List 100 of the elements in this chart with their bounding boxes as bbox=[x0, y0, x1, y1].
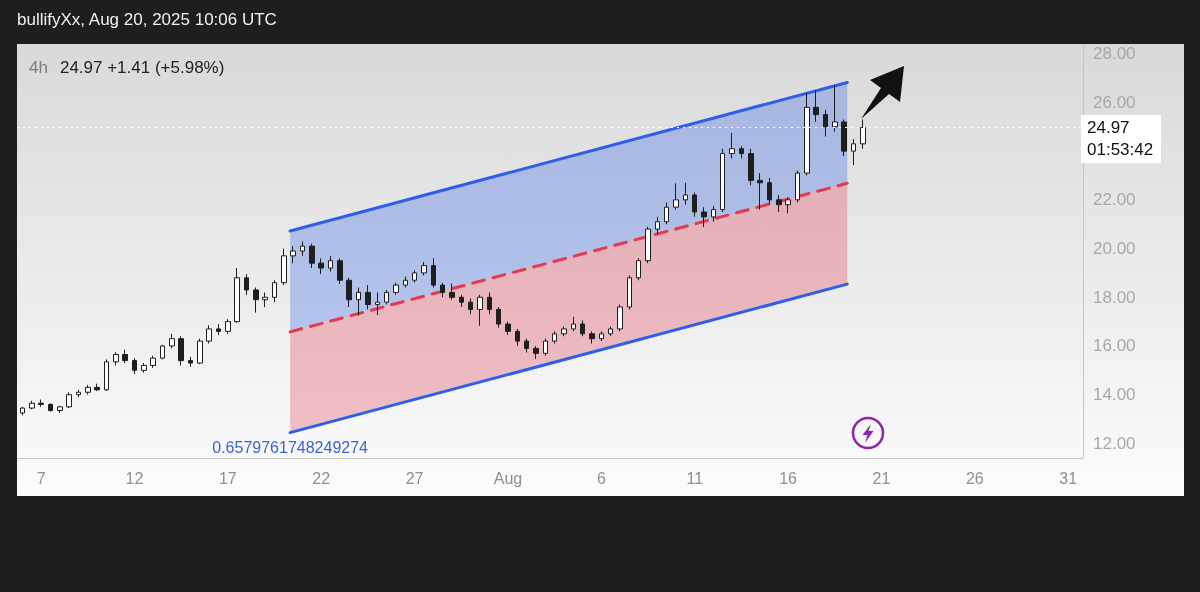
candlestick bbox=[823, 109, 828, 138]
x-tick-label: 22 bbox=[312, 469, 331, 487]
candlestick bbox=[160, 344, 165, 360]
candlestick bbox=[729, 132, 735, 159]
candlestick bbox=[477, 294, 483, 327]
candlestick bbox=[692, 192, 697, 218]
candlestick bbox=[608, 325, 613, 337]
candlestick bbox=[197, 338, 203, 365]
candlestick bbox=[290, 245, 296, 264]
candlestick bbox=[234, 267, 240, 324]
candlestick bbox=[375, 291, 380, 316]
x-tick-label: 31 bbox=[1059, 469, 1078, 487]
candlestick bbox=[113, 351, 119, 366]
candlestick bbox=[776, 194, 782, 213]
candlestick bbox=[673, 182, 679, 211]
candlestick bbox=[281, 248, 287, 286]
y-tick-label: 22.00 bbox=[1093, 190, 1136, 210]
candlestick bbox=[346, 277, 352, 308]
candlestick bbox=[851, 138, 856, 166]
candlestick bbox=[132, 357, 137, 375]
candlestick bbox=[431, 257, 436, 289]
candlestick bbox=[141, 362, 147, 374]
x-tick-label: 16 bbox=[779, 469, 798, 487]
x-tick-label: 6 bbox=[596, 469, 606, 487]
text: 01:53:42 bbox=[1087, 138, 1154, 161]
candlestick bbox=[48, 402, 53, 413]
candlestick bbox=[421, 261, 427, 276]
y-tick-label: 20.00 bbox=[1093, 239, 1136, 259]
candlestick bbox=[253, 287, 259, 314]
candlestick bbox=[795, 170, 800, 203]
candlestick bbox=[683, 182, 688, 206]
x-tick-label: 17 bbox=[218, 469, 237, 487]
candlestick bbox=[543, 338, 548, 357]
candlestick bbox=[524, 338, 529, 354]
candlestick bbox=[272, 279, 277, 303]
x-tick-label: 27 bbox=[405, 469, 424, 487]
candlestick bbox=[468, 297, 473, 315]
candlestick bbox=[57, 405, 63, 414]
candlestick bbox=[785, 196, 791, 214]
candlestick bbox=[318, 257, 324, 275]
candlestick bbox=[412, 269, 417, 284]
candlestick bbox=[459, 294, 464, 308]
candlestick bbox=[393, 282, 399, 296]
x-tick-label: 21 bbox=[872, 469, 891, 487]
candlestick bbox=[337, 257, 343, 285]
candlestick bbox=[449, 283, 455, 301]
candlestick bbox=[104, 358, 109, 392]
candlestick bbox=[515, 328, 520, 347]
text: 4h bbox=[29, 58, 48, 77]
candlestick bbox=[571, 316, 576, 332]
candlestick bbox=[664, 201, 669, 225]
candlestick bbox=[309, 243, 315, 269]
candlestick bbox=[636, 257, 641, 281]
candlestick bbox=[328, 255, 333, 273]
candlestick bbox=[617, 304, 623, 332]
x-tick-label: 12 bbox=[125, 469, 144, 487]
x-tick-label: Aug bbox=[493, 469, 523, 487]
candlestick bbox=[739, 145, 744, 159]
candlestick bbox=[533, 345, 539, 360]
candlestick bbox=[244, 273, 249, 296]
candlestick bbox=[711, 205, 716, 223]
candlestick bbox=[122, 349, 128, 364]
candlestick bbox=[38, 399, 44, 408]
candlestick bbox=[552, 330, 557, 345]
y-tick-label: 16.00 bbox=[1093, 336, 1136, 356]
y-tick-label: 14.00 bbox=[1093, 385, 1136, 405]
candlestick bbox=[225, 318, 231, 335]
candlestick bbox=[496, 306, 501, 329]
candlestick bbox=[580, 319, 585, 337]
candlestick bbox=[300, 240, 305, 257]
text: bullifyXx, Aug 20, 2025 10:06 UTC bbox=[17, 9, 277, 31]
y-tick-label: 18.00 bbox=[1093, 287, 1136, 307]
candlestick bbox=[627, 274, 632, 310]
candlestick bbox=[188, 356, 193, 368]
candlestick bbox=[356, 287, 361, 317]
candlestick bbox=[748, 148, 754, 186]
candlestick bbox=[841, 118, 847, 157]
candlestick bbox=[440, 282, 445, 298]
candlestick bbox=[561, 325, 567, 337]
candlestick bbox=[262, 291, 268, 308]
candlestick bbox=[701, 206, 707, 228]
x-tick-label: 26 bbox=[965, 469, 984, 487]
y-tick-label: 12.00 bbox=[1093, 433, 1136, 453]
candlestick bbox=[720, 148, 725, 213]
candlestick bbox=[599, 330, 604, 342]
candlestick bbox=[169, 333, 175, 349]
candlestick bbox=[365, 284, 371, 310]
candlestick bbox=[757, 172, 763, 211]
candlestick bbox=[384, 289, 389, 306]
candlestick bbox=[813, 89, 819, 123]
candlestick bbox=[150, 355, 156, 369]
candlestick bbox=[94, 383, 100, 392]
candlestick bbox=[655, 216, 660, 235]
ref-line-label: 24.97 bbox=[1087, 116, 1131, 139]
candlestick bbox=[589, 330, 595, 345]
x-tick-label: 11 bbox=[686, 469, 704, 487]
candlestick bbox=[645, 226, 651, 264]
candlestick bbox=[487, 291, 492, 315]
candlestick bbox=[29, 400, 35, 410]
candlestick bbox=[403, 276, 408, 289]
